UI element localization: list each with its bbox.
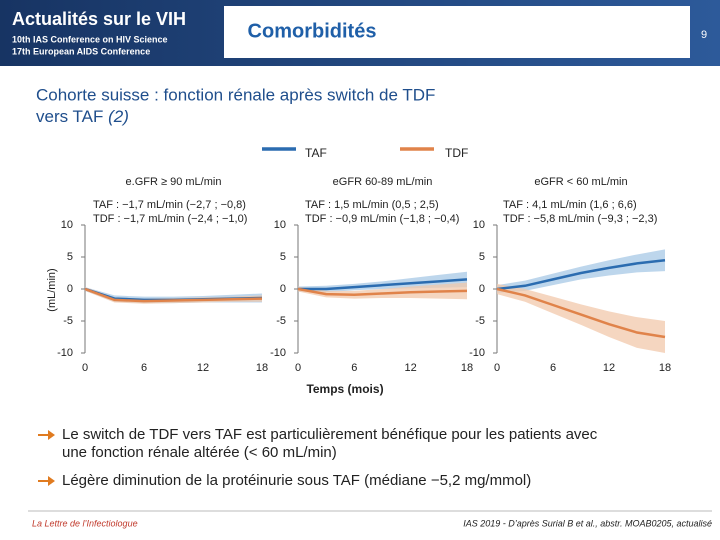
series-line [496, 258, 666, 291]
x-tick-label: 6 [141, 362, 147, 374]
annotation: TDF : −5,8 mL/min (−9,3 ; −2,3) [503, 213, 657, 225]
panel-title: eGFR 60-89 mL/min [333, 176, 433, 188]
footer-right: IAS 2019 - D’après Surial B et al., abst… [463, 518, 712, 528]
bullet-arrow [38, 476, 55, 486]
series-line [298, 278, 468, 291]
slide-title: Cohorte suisse : fonction rénale après s… [36, 85, 435, 104]
bullet-text: Le switch de TDF vers TAF est particuliè… [62, 426, 598, 443]
annotation: TDF : −1,7 mL/min (−2,4 ; −1,0) [93, 213, 247, 225]
annotation: TDF : −0,9 mL/min (−1,8 ; −0,4) [305, 213, 459, 225]
y-tick-label: -5 [276, 315, 286, 327]
y-tick-label: 10 [61, 219, 73, 231]
bullet-text: une fonction rénale altérée (< 60 mL/min… [62, 444, 337, 461]
panel-title: e.GFR ≥ 90 mL/min [126, 176, 222, 188]
y-tick-label: 10 [473, 219, 485, 231]
header-title: Actualités sur le VIH [12, 9, 186, 29]
y-tick-label: 0 [479, 283, 485, 295]
x-tick-label: 12 [197, 362, 209, 374]
y-tick-label: -10 [469, 347, 485, 359]
x-tick-label: 18 [659, 362, 671, 374]
annotation: TAF : 1,5 mL/min (0,5 ; 2,5) [305, 199, 439, 211]
annotation: TAF : −1,7 mL/min (−2,7 ; −0,8) [93, 199, 246, 211]
bullet-arrow [38, 430, 55, 440]
legend-label: TDF [445, 146, 468, 160]
y-tick-label: -5 [63, 315, 73, 327]
series-line [496, 287, 666, 339]
slide-title-part: (2) [108, 107, 129, 126]
legend-label: TAF [305, 146, 327, 160]
x-tick-label: 18 [461, 362, 473, 374]
x-tick-label: 0 [82, 362, 88, 374]
y-tick-label: 10 [274, 219, 286, 231]
y-tick-label: 5 [280, 251, 286, 263]
page-number: 9 [701, 29, 707, 41]
slide-title-part: vers TAF [36, 107, 103, 126]
slide-title: vers TAF (2) [36, 107, 129, 126]
y-tick-label: -5 [475, 315, 485, 327]
panel-title: eGFR < 60 mL/min [534, 176, 627, 188]
y-tick-label: 5 [479, 251, 485, 263]
x-tick-label: 0 [295, 362, 301, 374]
header-line: 10th IAS Conference on HIV Science [12, 34, 168, 44]
footer-left: La Lettre de l’Infectiologue [32, 518, 138, 528]
series-line [84, 287, 263, 303]
annotation: TAF : 4,1 mL/min (1,6 ; 6,6) [503, 199, 637, 211]
y-tick-label: -10 [270, 347, 286, 359]
y-tick-label: 0 [67, 283, 73, 295]
y-axis-label: (mL/min) [46, 268, 58, 311]
x-tick-label: 12 [405, 362, 417, 374]
x-tick-label: 6 [550, 362, 556, 374]
x-tick-label: 12 [603, 362, 615, 374]
header-line: 17th European AIDS Conference [12, 46, 150, 56]
y-tick-label: 5 [67, 251, 73, 263]
bullets: Le switch de TDF vers TAF est particuliè… [38, 426, 598, 489]
series-line [297, 287, 468, 297]
x-tick-label: 0 [494, 362, 500, 374]
y-tick-label: -10 [57, 347, 73, 359]
section-title: Comorbidités [248, 20, 377, 42]
section-box [224, 6, 690, 58]
y-tick-label: 0 [280, 283, 286, 295]
bullet-text: Légère diminution de la protéinurie sous… [62, 472, 531, 489]
x-tick-label: 6 [351, 362, 357, 374]
x-axis-label: Temps (mois) [306, 382, 383, 396]
x-tick-label: 18 [256, 362, 268, 374]
